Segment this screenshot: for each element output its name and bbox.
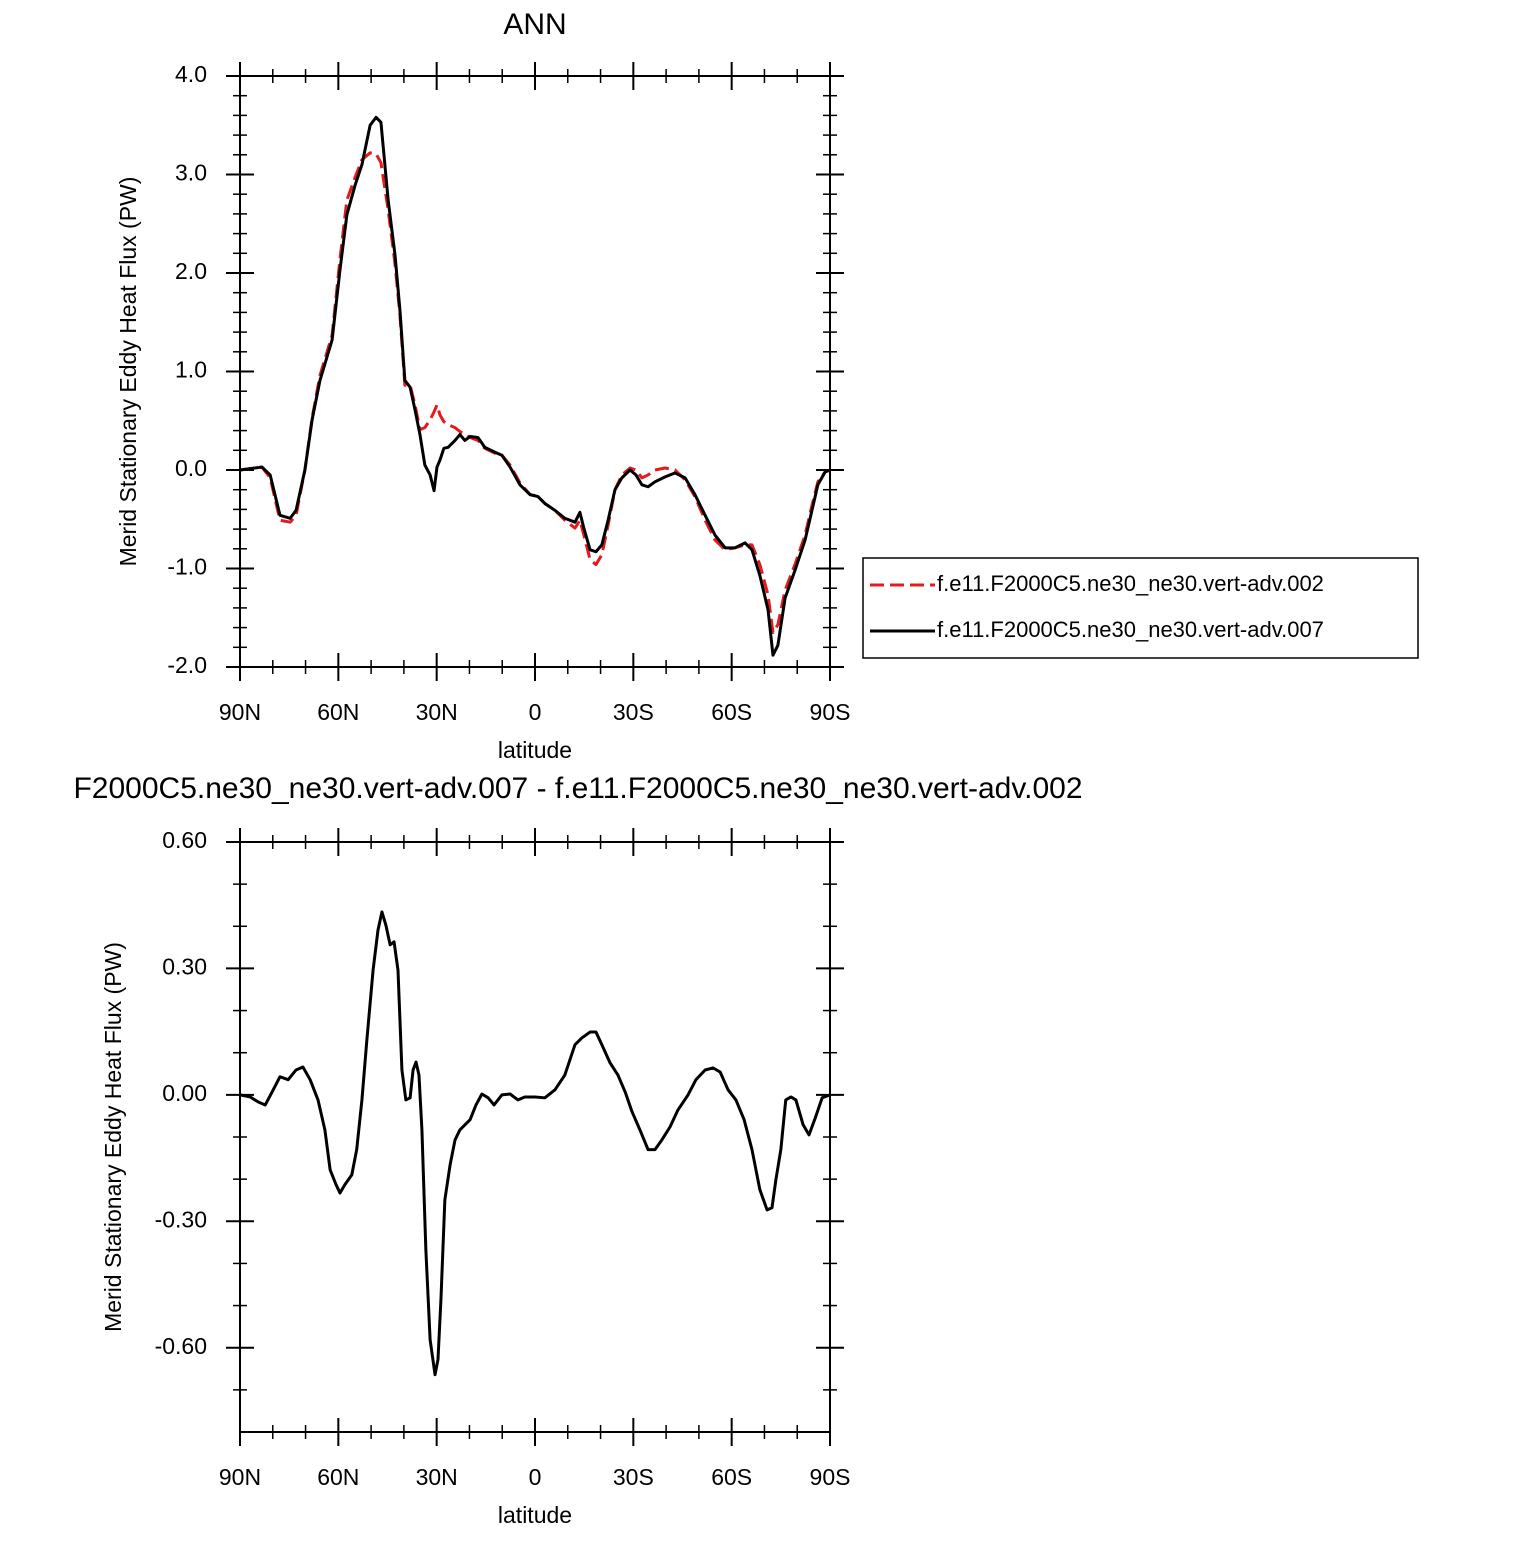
y-tick-label: -2.0 bbox=[167, 652, 207, 678]
chart-title: F2000C5.ne30_ne30.vert-adv.007 - f.e11.F… bbox=[73, 772, 1082, 805]
x-tick-label: 90S bbox=[810, 1464, 851, 1490]
x-tick-label: 30N bbox=[416, 1464, 458, 1490]
y-tick-label: -1.0 bbox=[167, 554, 207, 580]
plot-frame bbox=[239, 75, 831, 668]
x-tick-label: 0 bbox=[529, 699, 542, 725]
y-tick-label: 0.0 bbox=[175, 455, 207, 481]
x-axis-label: latitude bbox=[498, 1502, 572, 1528]
x-tick-label: 30S bbox=[613, 1464, 654, 1490]
y-tick-label: 0.30 bbox=[162, 954, 207, 980]
chart-panel: -2.0 -1.0 0.0 1.0 2.0 3.0 4.0 90N 60N 30N 0 30S 60S 9… bbox=[115, 8, 1419, 763]
x-tick-label: 0 bbox=[529, 1464, 542, 1490]
y-tick-label: -0.60 bbox=[155, 1333, 207, 1359]
y-tick-label: 1.0 bbox=[175, 357, 207, 383]
chart-panel: -0.60 -0.30 0.00 0.30 0.60 90N 60N 30N 0 30S 60S 90… bbox=[73, 772, 1082, 1528]
legend-label: f.e11.F2000C5.ne30_ne30.vert-adv.002 bbox=[937, 571, 1324, 596]
series-line bbox=[239, 910, 831, 1377]
legend-box bbox=[862, 557, 1419, 659]
series-line bbox=[239, 115, 831, 657]
y-axis-label: Merid Stationary Eddy Heat Flux (PW) bbox=[100, 942, 126, 1332]
x-tick-label: 30N bbox=[416, 699, 458, 725]
plot-frame bbox=[239, 841, 831, 1433]
x-tick-label: 60N bbox=[317, 1464, 359, 1490]
y-tick-label: 3.0 bbox=[175, 160, 207, 186]
y-tick-label: -0.30 bbox=[155, 1206, 207, 1232]
chart-title: ANN bbox=[503, 8, 566, 41]
x-axis-label: latitude bbox=[498, 737, 572, 763]
y-tick-label: 2.0 bbox=[175, 258, 207, 284]
y-axis-label: Merid Stationary Eddy Heat Flux (PW) bbox=[115, 177, 141, 567]
y-tick-label: 0.00 bbox=[162, 1080, 207, 1106]
x-tick-label: 60N bbox=[317, 699, 359, 725]
x-tick-label: 60S bbox=[711, 1464, 752, 1490]
x-tick-label: 30S bbox=[613, 699, 654, 725]
x-tick-label: 90S bbox=[810, 699, 851, 725]
legend-label: f.e11.F2000C5.ne30_ne30.vert-adv.007 bbox=[937, 617, 1324, 642]
x-tick-label: 90N bbox=[219, 1464, 261, 1490]
series-line bbox=[239, 151, 831, 635]
y-tick-label: 4.0 bbox=[175, 61, 207, 87]
x-tick-label: 90N bbox=[219, 699, 261, 725]
y-tick-label: 0.60 bbox=[162, 827, 207, 853]
x-tick-label: 60S bbox=[711, 699, 752, 725]
